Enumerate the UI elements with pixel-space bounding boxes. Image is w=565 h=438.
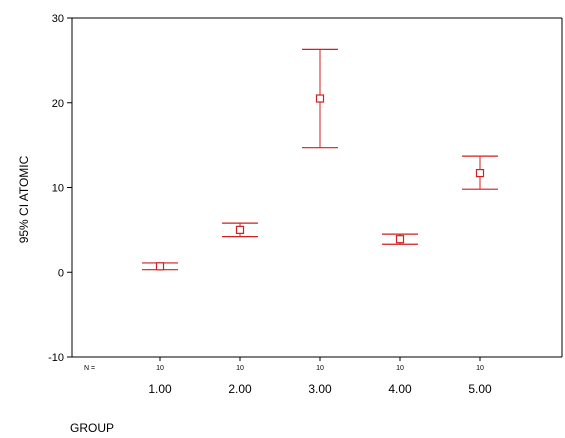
n-count-label: 10 (316, 365, 324, 372)
n-count-label: 10 (396, 365, 404, 372)
category-label: 1.00 (148, 382, 172, 396)
y-tick-label: 20 (52, 98, 64, 110)
n-count-label: 10 (236, 365, 244, 372)
mean-marker (395, 235, 405, 244)
mean-marker (475, 168, 485, 178)
x-axis-title: GROUP (70, 421, 114, 435)
mean-marker (155, 262, 165, 271)
category-label: 3.00 (308, 382, 332, 396)
error-bars (142, 48, 498, 271)
y-tick-label: 0 (58, 267, 64, 279)
y-axis-title: 95% CI ATOMIC (17, 155, 31, 243)
n-count-label: 10 (476, 365, 484, 372)
mean-marker (315, 94, 325, 103)
n-count-label: 10 (156, 365, 164, 372)
n-prefix-label: N = (84, 365, 95, 372)
y-tick-label: 10 (52, 183, 64, 195)
category-label: 2.00 (228, 382, 252, 396)
y-axis-ticks: -10 0 10 20 30 (48, 13, 72, 364)
mean-marker (235, 225, 245, 234)
y-tick-label: 30 (52, 13, 64, 25)
category-label: 5.00 (468, 382, 492, 396)
category-label: 4.00 (388, 382, 412, 396)
y-tick-label: -10 (48, 352, 64, 364)
x-axis-labels: 10 1.00 10 2.00 10 3.00 10 4.00 10 5.00 (148, 357, 492, 396)
